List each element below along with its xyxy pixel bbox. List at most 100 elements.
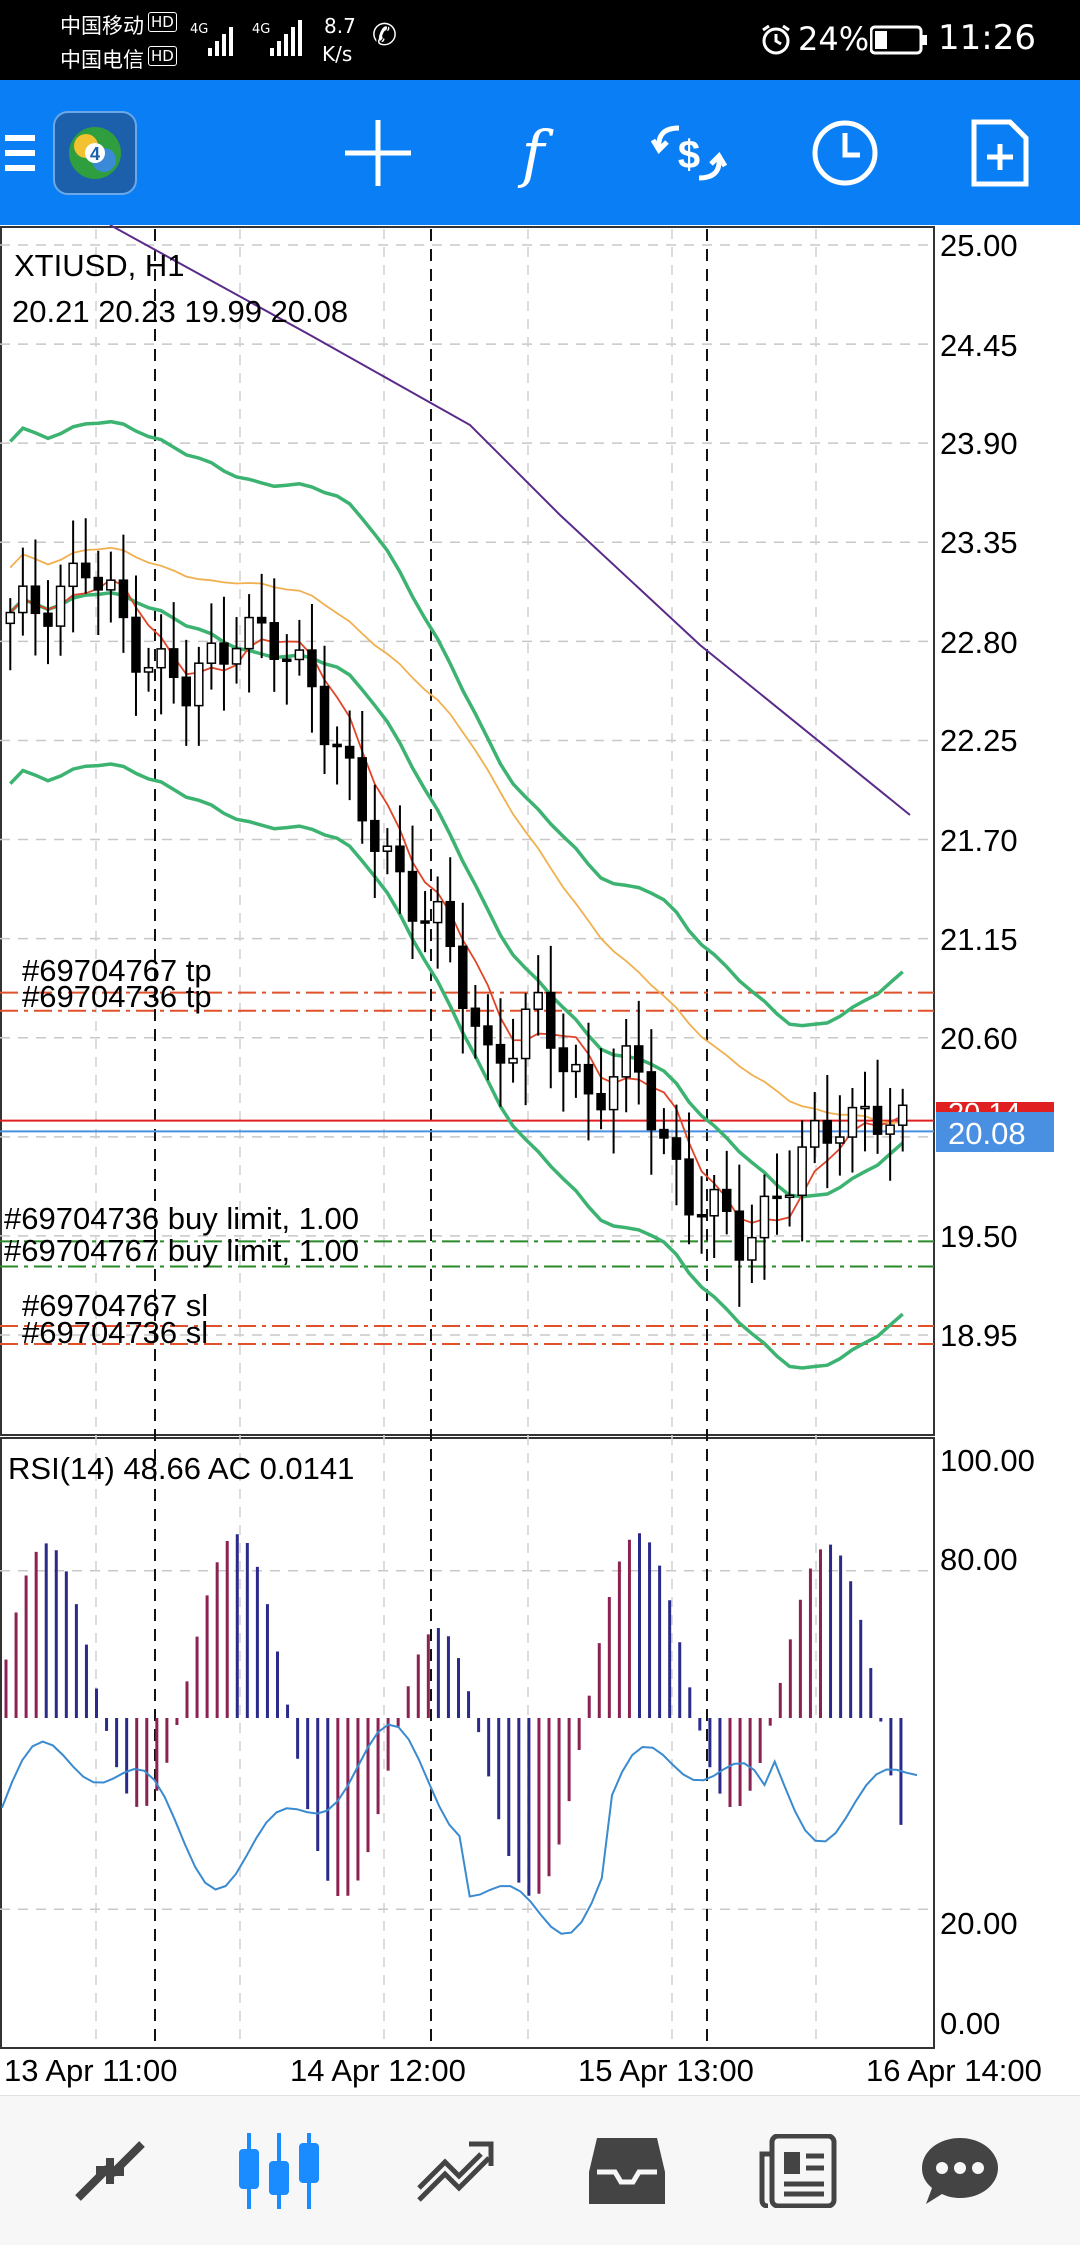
time-tick: 14 Apr 12:00 — [290, 2053, 466, 2088]
candle-body — [470, 1007, 481, 1027]
price-tick: 22.80 — [940, 625, 1018, 660]
candle-body — [420, 920, 430, 924]
candle-body — [520, 1008, 531, 1060]
volte-call-icon: ✆ — [372, 18, 398, 53]
candle-body — [596, 1092, 606, 1111]
indicators-icon[interactable]: f — [488, 108, 578, 198]
price-tick: 24.45 — [940, 328, 1018, 363]
svg-text:$: $ — [678, 133, 700, 177]
candle-body — [30, 585, 41, 615]
price-tick: 19.50 — [940, 1219, 1018, 1254]
order-label-tp-2: #69704736 tp — [22, 979, 212, 1014]
ac-histogram — [4, 1533, 903, 1897]
indicator-tick: 80.00 — [940, 1542, 1018, 1577]
candle-body — [80, 562, 91, 579]
clock-time: 11:26 — [938, 18, 1036, 58]
candle-body — [684, 1158, 694, 1216]
candle-body — [822, 1119, 833, 1144]
bollinger-lower — [9, 762, 904, 1370]
candle-body — [458, 945, 468, 1010]
candle-body — [344, 745, 355, 759]
alarm-icon — [762, 24, 790, 55]
history-icon[interactable] — [577, 2126, 677, 2216]
candle-body — [5, 611, 16, 625]
time-tick: 13 Apr 11:00 — [4, 2053, 178, 2088]
trade-nav-icon[interactable] — [405, 2126, 505, 2216]
candle-body — [407, 870, 418, 922]
quotes-icon[interactable] — [60, 2126, 160, 2216]
chart-icon[interactable] — [230, 2126, 330, 2216]
candle-body — [168, 648, 179, 678]
candle-body — [231, 647, 242, 665]
candle-body — [43, 612, 53, 627]
status-bar: 中国移动 HD 中国电信 HD 4G 4G 8.7 K/s ✆ 24% 11:2… — [0, 0, 1080, 80]
indicator-title: RSI(14) 48.66 AC 0.0141 — [8, 1451, 354, 1486]
rsi-path — [1, 1723, 918, 1935]
price-tick: 25.00 — [940, 228, 1018, 263]
battery-percent: 24% — [798, 20, 870, 58]
candle-body — [860, 1105, 870, 1110]
price-chart[interactable]: XTIUSD, H1 20.21 20.23 19.99 20.08 #6970… — [0, 225, 1080, 2095]
carrier-1: 中国移动 — [60, 14, 144, 38]
candle-body — [558, 1047, 569, 1073]
candle-body — [634, 1045, 644, 1073]
ma-slow — [109, 225, 911, 816]
chat-icon[interactable] — [910, 2126, 1010, 2216]
candle-body — [546, 991, 556, 1049]
candle-body — [282, 658, 292, 662]
bollinger-middle — [9, 591, 904, 1199]
metatrader-logo-icon[interactable]: 4 — [50, 108, 140, 198]
order-label-sl-2: #69704736 sl — [22, 1315, 208, 1350]
price-tick: 21.70 — [940, 823, 1018, 858]
indicators-glyph: f — [521, 116, 545, 190]
candle-body — [219, 642, 229, 665]
candle-body — [307, 649, 317, 688]
order-label-buy-2: #69704767 buy limit, 1.00 — [4, 1233, 359, 1268]
timeframe-clock-icon[interactable] — [800, 108, 890, 198]
candle-body — [784, 1194, 795, 1199]
candle-body — [671, 1137, 682, 1160]
candle-body — [319, 685, 330, 746]
candle-body — [709, 1188, 719, 1217]
crosshair-icon[interactable] — [333, 108, 423, 198]
candle-body — [256, 616, 267, 624]
main-chart-frame — [0, 226, 935, 1436]
chart-area[interactable]: XTIUSD, H1 20.21 20.23 19.99 20.08 #6970… — [0, 225, 1080, 2095]
menu-icon[interactable] — [0, 108, 40, 198]
candle-body — [897, 1104, 908, 1126]
time-axis: 13 Apr 11:00 14 Apr 12:00 15 Apr 13:00 1… — [4, 2053, 1042, 2088]
time-tick: 16 Apr 14:00 — [866, 2053, 1042, 2088]
candle-body — [294, 649, 305, 661]
candle-body — [797, 1146, 807, 1197]
indicator-tick: 0.00 — [940, 2006, 1000, 2041]
net-speed-unit: K/s — [322, 42, 353, 66]
candle-body — [156, 648, 166, 669]
candle-body — [759, 1195, 770, 1239]
trade-icon[interactable]: $ — [644, 108, 734, 198]
bid-price-box — [936, 1112, 1054, 1152]
candle-body — [206, 642, 217, 664]
symbol-label: XTIUSD, H1 — [14, 248, 185, 283]
carrier-2: 中国电信 — [60, 48, 144, 72]
price-tick: 20.60 — [940, 1021, 1018, 1056]
battery-icon — [870, 25, 927, 55]
candle-body — [181, 676, 192, 707]
candle-body — [445, 900, 455, 948]
candle-body — [872, 1105, 883, 1135]
news-icon[interactable] — [748, 2126, 848, 2216]
candle-body — [533, 991, 543, 1010]
bottom-navigation — [0, 2095, 1080, 2245]
candle-body — [106, 579, 116, 591]
candle-body — [357, 757, 367, 822]
candle-body — [608, 1076, 619, 1111]
new-order-icon[interactable] — [955, 108, 1045, 198]
candle-body — [734, 1210, 745, 1261]
candle-body — [659, 1128, 669, 1139]
price-tick: 22.25 — [940, 723, 1018, 758]
candle-body — [847, 1106, 858, 1138]
candle-body — [93, 576, 104, 591]
net-speed-value: 8.7 — [324, 14, 356, 38]
candle-body — [835, 1136, 845, 1144]
ma-fast — [9, 578, 904, 1224]
candle-body — [809, 1119, 820, 1148]
